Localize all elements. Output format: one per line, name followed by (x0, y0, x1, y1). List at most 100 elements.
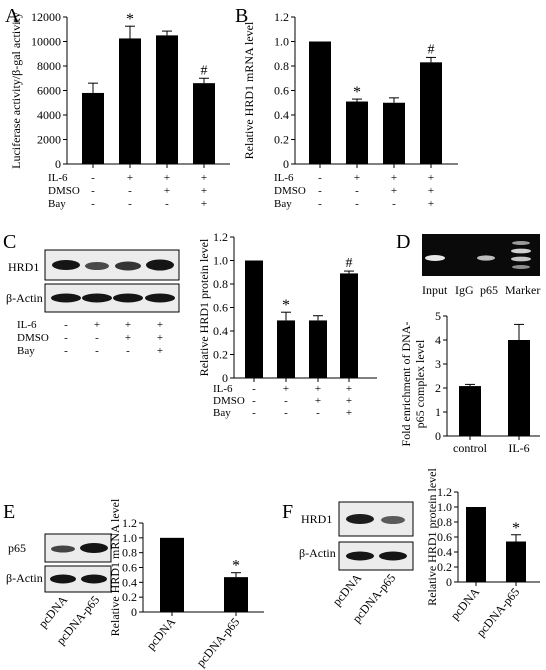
gel-band (425, 255, 445, 261)
y-tick-label: 4000 (37, 108, 61, 122)
treatment-sign: - (128, 185, 132, 197)
significance-marker: * (282, 297, 290, 314)
y-tick-label: 0.2 (274, 133, 289, 147)
agarose-gel-d: Input IgG p65 Marker (422, 234, 540, 297)
treatment-label: Bay (48, 198, 66, 210)
treatment-table-c-chart: IL-6- + + +DMSO - - + +Bay - - - + (213, 383, 352, 419)
treatment-sign: - (252, 407, 256, 419)
gel-d-image (422, 234, 540, 276)
blot-c-label-hrd1: HRD1 (8, 260, 39, 274)
y-tick-label: 0.8 (437, 515, 452, 529)
gel-band (511, 248, 531, 254)
treatment-sign: + (157, 332, 163, 344)
treatment-sign: + (346, 383, 352, 395)
treatment-sign: + (164, 172, 170, 184)
treatment-sign: - (252, 395, 256, 407)
treatment-label: DMSO (213, 395, 245, 407)
bar (245, 260, 263, 378)
bar (82, 92, 104, 164)
treatment-label: IL-6 (17, 319, 37, 331)
bar (340, 273, 358, 378)
y-tick-label: 0 (435, 429, 441, 443)
y-axis-label-d-line: p65 complex level (413, 339, 427, 428)
treatment-sign: + (283, 383, 289, 395)
y-tick-label: 0.4 (274, 108, 289, 122)
bar (156, 35, 178, 164)
treatment-sign: - (64, 345, 68, 357)
y-tick-label: 8000 (37, 59, 61, 73)
blot-band (379, 551, 407, 561)
treatment-label: IL-6 (48, 172, 68, 184)
treatment-sign: + (315, 383, 321, 395)
treatment-sign: + (354, 172, 360, 184)
bar (309, 320, 327, 378)
treatment-label: Bay (274, 198, 292, 210)
blot-band (51, 545, 75, 553)
gel-d-lane-marker: Marker (505, 283, 540, 297)
blot-band (346, 514, 374, 524)
y-tick-label: 0.2 (122, 590, 137, 604)
treatment-sign: - (252, 383, 256, 395)
significance-marker: * (232, 558, 240, 575)
treatment-sign: - (91, 198, 95, 210)
treatment-sign: - (64, 319, 68, 331)
treatment-label: IL-6 (213, 383, 233, 395)
treatment-sign: - (318, 172, 322, 184)
y-tick-label: 1.0 (274, 35, 289, 49)
y-tick-label: 2000 (37, 133, 61, 147)
significance-marker: # (346, 256, 353, 271)
blot-f-label-actin: β-Actin (299, 546, 336, 560)
y-tick-label: 0.4 (213, 324, 228, 338)
bar (506, 541, 526, 582)
treatment-sign: + (201, 172, 207, 184)
gel-band (511, 256, 531, 262)
x-category-label: pcDNA-p65 (193, 615, 242, 669)
significance-marker: # (201, 63, 208, 78)
bar (160, 537, 184, 612)
treatment-sign: + (346, 407, 352, 419)
bar (224, 577, 248, 612)
treatment-sign: - (284, 395, 288, 407)
x-category-label: pcDNA (448, 585, 483, 623)
chart-b: 0 0.2 0.4 0.6 0.8 1.0 1.2 Relative HRD1 mRNA le… (242, 10, 458, 171)
treatment-sign: - (126, 345, 130, 357)
significance-marker: * (126, 11, 134, 28)
treatment-sign: + (428, 172, 434, 184)
y-tick-label: 0.6 (274, 84, 289, 98)
bar (277, 320, 295, 378)
treatment-sign: - (128, 198, 132, 210)
treatment-sign: + (164, 185, 170, 197)
y-tick-label: 1.0 (437, 500, 452, 514)
x-category-label: IL-6 (508, 441, 529, 455)
treatment-sign: - (95, 332, 99, 344)
y-tick-label: 0.6 (437, 530, 452, 544)
gel-d-lane-p65: p65 (480, 283, 498, 297)
treatment-sign: + (157, 345, 163, 357)
y-tick-label: 0 (446, 575, 452, 589)
x-category-label: control (453, 441, 488, 455)
y-tick-label: 0.6 (213, 301, 228, 315)
treatment-sign: - (165, 198, 169, 210)
y-tick-label: 1.0 (122, 531, 137, 545)
y-tick-label: 0 (55, 157, 61, 171)
bar (309, 41, 331, 164)
y-tick-label: 3 (435, 357, 441, 371)
panel-letter-f: F (282, 501, 293, 523)
y-tick-label: 0.6 (122, 561, 137, 575)
gel-d-lane-igg: IgG (455, 283, 474, 297)
treatment-sign: - (355, 198, 359, 210)
treatment-sign: + (157, 319, 163, 331)
treatment-label: DMSO (48, 185, 80, 197)
treatment-sign: - (284, 407, 288, 419)
chart-a: 0 2000 4000 6000 8000 10000 12000 Luciferase ac… (9, 10, 230, 171)
y-tick-label: 0 (283, 157, 289, 171)
western-blot-f: HRD1 β-Actin pcDNA pcDNA-p65 (299, 501, 414, 625)
y-axis-label-e: Relative HRD1 mRNA level (108, 498, 122, 636)
y-tick-label: 0.8 (213, 277, 228, 291)
gel-band (512, 265, 530, 269)
treatment-sign: + (127, 172, 133, 184)
treatment-sign: + (201, 185, 207, 197)
treatment-sign: + (428, 185, 434, 197)
